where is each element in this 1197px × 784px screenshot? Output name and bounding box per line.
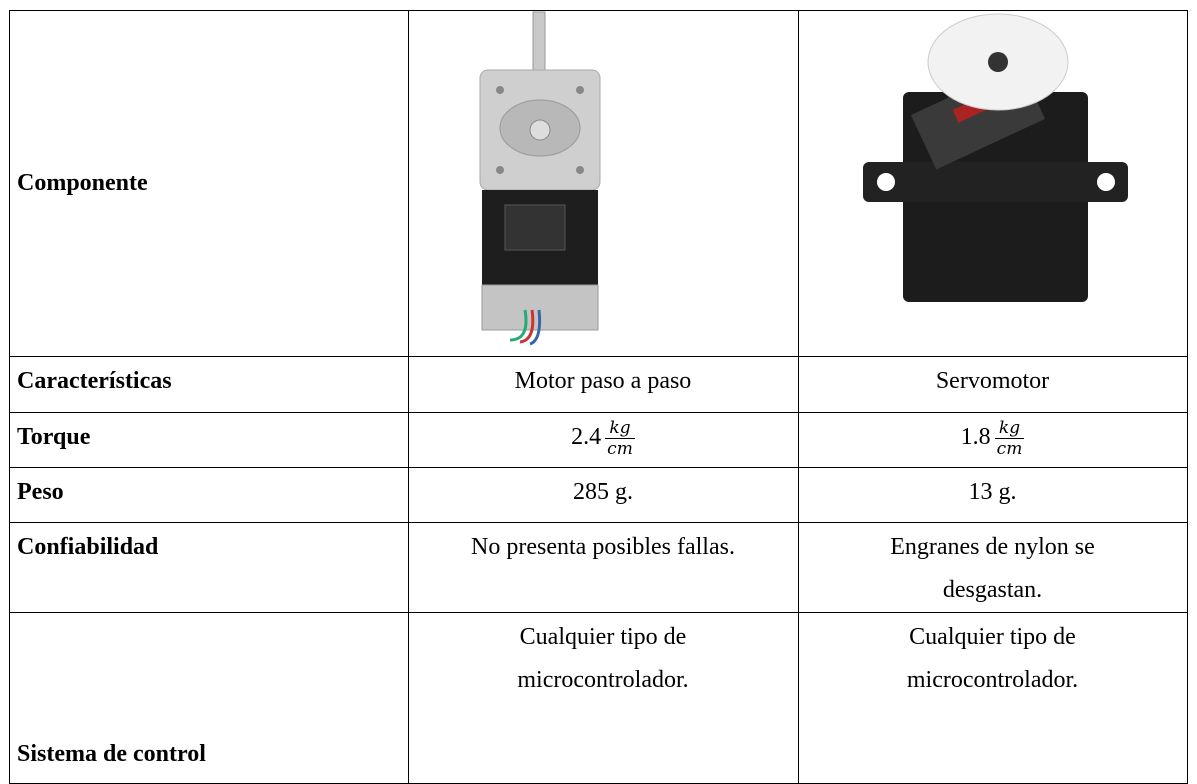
table-rule [798,10,799,783]
row-label: Peso [17,479,64,505]
table-cell: Engranes de nylon se desgastan. [890,534,1095,603]
row-label: Confiabilidad [17,534,159,560]
table-rule [9,10,1188,11]
torque-unit: kg cm [994,418,1025,459]
table-rule [408,10,409,783]
table-cell: Cualquier tipo de microcontrolador. [517,624,689,693]
header-label: Componente [17,169,148,196]
row-label: Características [17,368,172,394]
row-label: Torque [17,424,91,450]
table-cell: 285 g. [573,479,633,505]
table-cell: Cualquier tipo de microcontrolador. [906,624,1079,693]
table-rule [9,467,1188,468]
table-cell: Servomotor [935,368,1050,394]
table-rule [9,10,10,783]
stepper-motor-image [479,11,601,346]
table-rule [9,356,1188,357]
torque-unit: kg cm [605,418,635,459]
table-rule [9,612,1188,613]
unit-denominator: cm [996,438,1023,459]
torque-cell: 2.4 kg cm [408,412,798,467]
servo-motor-image [863,13,1128,302]
unit-numerator: kg [605,418,635,439]
row-label: Sistema de control [17,741,206,767]
table-cell: Motor paso a paso [514,368,692,394]
torque-cell: 1.8 kg cm [798,412,1187,467]
torque-value: 2.4 [571,424,602,450]
unit-denominator: cm [607,438,633,459]
unit-numerator: kg [994,418,1025,439]
torque-value: 1.8 [960,424,991,450]
table-cell: 13 g. [968,479,1017,505]
table-rule [1187,10,1188,783]
table-rule [9,412,1188,413]
table-rule [9,522,1188,523]
table-cell: No presenta posibles fallas. [471,534,735,560]
